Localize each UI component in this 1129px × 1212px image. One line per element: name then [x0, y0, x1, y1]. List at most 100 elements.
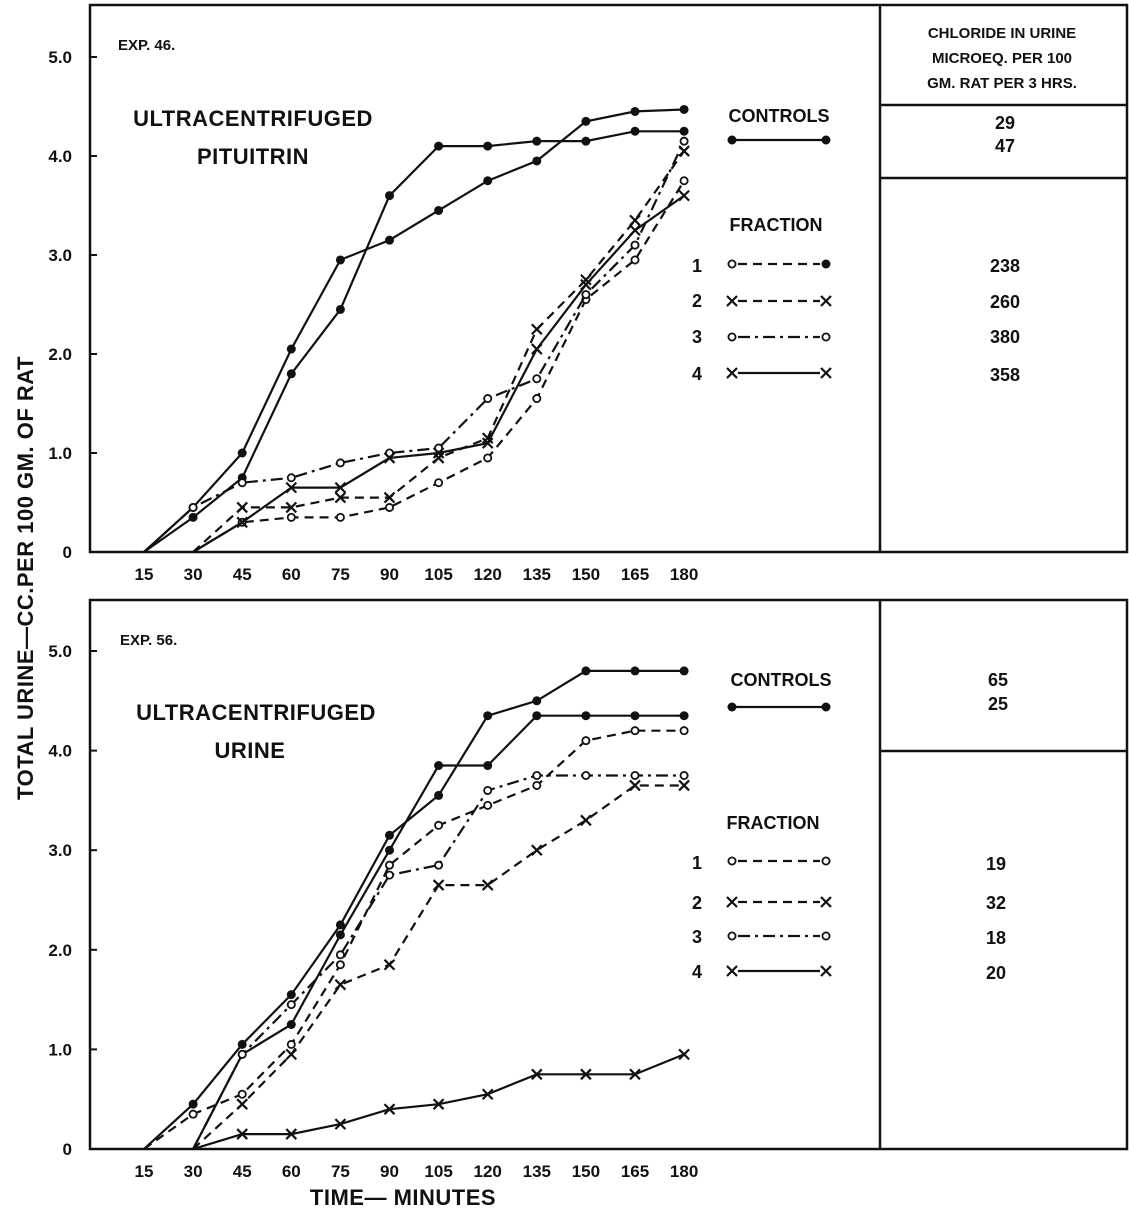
- data-point: [580, 814, 592, 827]
- data-point: [286, 1020, 296, 1029]
- x-tick-label: 105: [424, 1162, 452, 1181]
- data-point: [434, 761, 444, 771]
- y-tick-label: 4.0: [48, 147, 72, 166]
- y-tick-label: 4.0: [48, 742, 72, 761]
- exp-label-top: EXP. 46.: [118, 37, 175, 54]
- data-point: [679, 176, 689, 186]
- series-line: [192, 180, 686, 553]
- data-point: [384, 502, 394, 512]
- y-tick-label: 1.0: [48, 444, 72, 463]
- legend-marker: [820, 965, 832, 977]
- series-0-5: [192, 189, 690, 553]
- series-line: [143, 669, 685, 1150]
- x-tick-label: 45: [233, 1162, 252, 1181]
- x-tick-label: 165: [621, 1162, 649, 1181]
- data-point: [236, 1098, 248, 1110]
- data-point: [532, 136, 542, 146]
- data-point: [286, 1000, 296, 1010]
- controls-chloride-top-1: 29: [995, 113, 1015, 133]
- data-point: [432, 447, 445, 459]
- data-point: [630, 771, 640, 781]
- data-point: [434, 820, 444, 830]
- data-point: [188, 1109, 198, 1119]
- legend-sample-fraction-1: [727, 259, 831, 269]
- series-line: [143, 130, 685, 553]
- data-point: [188, 502, 198, 512]
- data-point: [334, 1118, 347, 1130]
- data-point: [630, 240, 640, 250]
- series-0-3: [192, 145, 690, 553]
- data-point: [581, 116, 591, 126]
- data-point: [383, 1103, 396, 1115]
- data-point: [237, 478, 247, 488]
- data-point: [483, 141, 493, 151]
- data-point: [630, 106, 640, 116]
- data-point: [384, 870, 394, 880]
- x-tick-label: 150: [572, 1162, 600, 1181]
- data-point: [188, 1099, 198, 1109]
- data-point: [531, 343, 543, 355]
- x-tick-label: 15: [135, 1162, 154, 1181]
- x-tick-label: 150: [572, 565, 600, 584]
- table-header-line-1: CHLORIDE IN URINE: [928, 25, 1076, 42]
- legend-marker: [726, 295, 738, 307]
- data-point: [483, 711, 493, 721]
- data-point: [335, 920, 345, 930]
- data-point: [531, 323, 543, 336]
- chart-marks: 01.02.03.04.05.015 30 45 60 75 90 105 120 135 150…: [48, 48, 832, 1181]
- data-point: [481, 879, 494, 891]
- data-point: [531, 1068, 543, 1081]
- data-point: [335, 304, 345, 314]
- data-point: [581, 290, 591, 300]
- x-tick-label: 180: [670, 1162, 698, 1181]
- x-tick-label: 60: [282, 565, 301, 584]
- x-tick-label: 120: [474, 1162, 502, 1181]
- legend-marker: [821, 702, 831, 712]
- data-point: [679, 104, 689, 114]
- x-tick-label: 120: [474, 565, 502, 584]
- x-tick-label: 135: [523, 565, 551, 584]
- data-point: [679, 666, 689, 676]
- x-tick-label: 15: [135, 565, 154, 584]
- controls-chloride-bottom-1: 65: [988, 670, 1008, 690]
- legend-marker: [727, 332, 737, 342]
- data-point: [531, 844, 543, 856]
- panel-top-frame: [88, 3, 1129, 554]
- series-1-2: [143, 726, 689, 1150]
- data-point: [532, 771, 542, 781]
- legend-marker: [821, 856, 831, 866]
- x-tick-label: 75: [331, 1162, 350, 1181]
- x-tick-label: 30: [184, 1162, 203, 1181]
- series-0-0: [143, 104, 689, 553]
- series-line: [143, 108, 685, 553]
- panel-title-top-line-2: PITUITRIN: [197, 144, 309, 169]
- y-tick-label: 1.0: [48, 1040, 72, 1059]
- data-point: [581, 736, 591, 746]
- panel-title-top-line-1: ULTRACENTRIFUGED: [133, 106, 373, 131]
- y-tick-label: 5.0: [48, 48, 72, 67]
- chloride-table-header: CHLORIDE IN URINE MICROEQ. PER 100 GM. R…: [927, 25, 1077, 92]
- data-point: [580, 273, 592, 286]
- series-line: [143, 729, 685, 1150]
- data-point: [335, 930, 345, 940]
- data-point: [434, 205, 444, 215]
- legend-marker: [727, 702, 737, 712]
- data-point: [629, 1068, 641, 1081]
- legend-controls-label-top: CONTROLS: [729, 106, 830, 126]
- legend-marker: [726, 965, 738, 977]
- data-point: [236, 501, 248, 514]
- legend-marker: [820, 367, 832, 379]
- series-line: [192, 784, 685, 1150]
- controls-chloride-bottom-2: 25: [988, 694, 1008, 714]
- fraction-chloride-top-1: 238: [990, 256, 1020, 276]
- fraction-number-bottom-3: 3: [692, 927, 702, 947]
- legend-sample-controls: [727, 135, 831, 145]
- legend-marker: [821, 931, 831, 941]
- fraction-number-top-4: 4: [692, 364, 702, 384]
- data-point: [678, 1048, 690, 1061]
- fraction-number-bottom-2: 2: [692, 893, 702, 913]
- data-point: [236, 1128, 248, 1140]
- legend-marker: [727, 259, 737, 269]
- legend-sample-fraction-4: [726, 367, 832, 379]
